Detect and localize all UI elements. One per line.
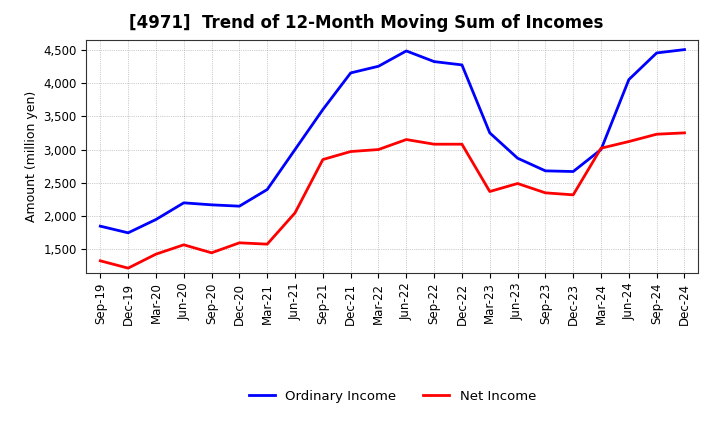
Ordinary Income <box>235 204 243 209</box>
Ordinary Income <box>291 147 300 152</box>
Ordinary Income <box>624 77 633 82</box>
Net Income <box>263 242 271 247</box>
Ordinary Income <box>346 70 355 76</box>
Net Income <box>458 142 467 147</box>
Text: [4971]  Trend of 12-Month Moving Sum of Incomes: [4971] Trend of 12-Month Moving Sum of I… <box>130 15 603 33</box>
Ordinary Income <box>541 168 550 173</box>
Ordinary Income <box>124 230 132 235</box>
Ordinary Income <box>680 47 689 52</box>
Net Income <box>569 192 577 198</box>
Net Income <box>513 181 522 186</box>
Ordinary Income <box>430 59 438 64</box>
Net Income <box>430 142 438 147</box>
Ordinary Income <box>652 50 661 55</box>
Ordinary Income <box>513 156 522 161</box>
Net Income <box>346 149 355 154</box>
Ordinary Income <box>374 64 383 69</box>
Net Income <box>179 242 188 247</box>
Ordinary Income <box>207 202 216 208</box>
Net Income <box>541 190 550 195</box>
Net Income <box>124 265 132 271</box>
Net Income <box>374 147 383 152</box>
Net Income <box>207 250 216 256</box>
Y-axis label: Amount (million yen): Amount (million yen) <box>24 91 37 222</box>
Net Income <box>318 157 327 162</box>
Ordinary Income <box>402 48 410 54</box>
Line: Ordinary Income: Ordinary Income <box>100 50 685 233</box>
Net Income <box>624 139 633 144</box>
Legend: Ordinary Income, Net Income: Ordinary Income, Net Income <box>243 384 541 408</box>
Net Income <box>652 132 661 137</box>
Net Income <box>402 137 410 142</box>
Net Income <box>96 258 104 264</box>
Ordinary Income <box>569 169 577 174</box>
Net Income <box>485 189 494 194</box>
Net Income <box>291 210 300 216</box>
Ordinary Income <box>485 130 494 136</box>
Net Income <box>152 252 161 257</box>
Net Income <box>597 146 606 151</box>
Ordinary Income <box>152 217 161 222</box>
Ordinary Income <box>597 147 606 152</box>
Ordinary Income <box>96 224 104 229</box>
Net Income <box>680 130 689 136</box>
Ordinary Income <box>318 107 327 112</box>
Ordinary Income <box>263 187 271 192</box>
Ordinary Income <box>458 62 467 68</box>
Line: Net Income: Net Income <box>100 133 685 268</box>
Net Income <box>235 240 243 246</box>
Ordinary Income <box>179 200 188 205</box>
